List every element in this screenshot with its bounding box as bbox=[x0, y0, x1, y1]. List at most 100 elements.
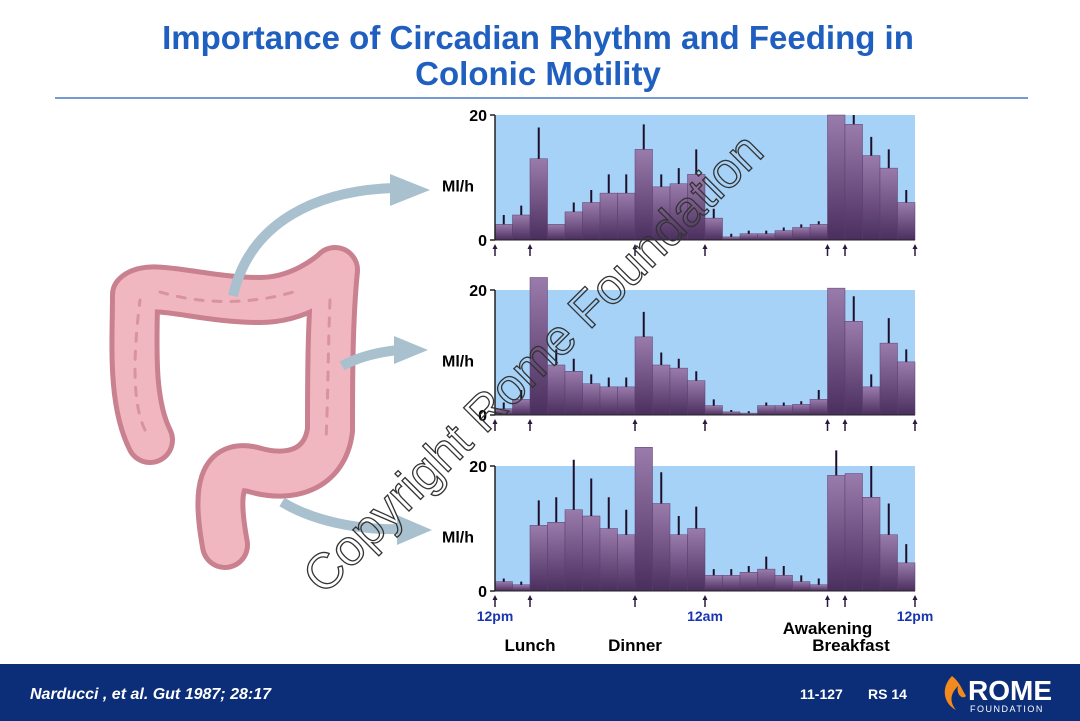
bar bbox=[704, 575, 723, 592]
bar bbox=[792, 581, 811, 592]
event-marker-head bbox=[825, 419, 830, 424]
bar bbox=[652, 503, 671, 592]
bar bbox=[757, 233, 776, 241]
slide-number: RS 14 bbox=[868, 686, 907, 702]
event-label: Awakening bbox=[783, 619, 872, 638]
bar bbox=[809, 224, 828, 241]
y-tick-label: 20 bbox=[469, 459, 487, 476]
bar bbox=[827, 475, 846, 592]
event-marker-head bbox=[527, 595, 533, 600]
bar bbox=[669, 534, 688, 592]
logo-flame bbox=[944, 676, 966, 710]
event-marker-head bbox=[825, 595, 830, 600]
y-axis-label: Ml/h bbox=[442, 530, 474, 547]
bar bbox=[547, 522, 566, 592]
bar bbox=[897, 202, 916, 241]
arrows bbox=[228, 174, 432, 545]
footer-band bbox=[0, 664, 1080, 721]
bar bbox=[722, 575, 741, 592]
slide-code: 11-127 bbox=[800, 686, 843, 702]
y-tick-label: 0 bbox=[478, 233, 487, 250]
bar bbox=[494, 581, 513, 592]
event-label: Lunch bbox=[505, 636, 556, 655]
event-marker-head bbox=[842, 419, 848, 424]
bar bbox=[599, 386, 618, 416]
event-marker-head bbox=[492, 244, 498, 249]
bar bbox=[564, 509, 583, 592]
bar bbox=[844, 321, 863, 416]
bar bbox=[687, 528, 706, 592]
event-marker-head bbox=[632, 244, 638, 249]
logo-sub: FOUNDATION bbox=[970, 704, 1044, 714]
bar bbox=[512, 584, 531, 592]
bar bbox=[809, 584, 828, 592]
bar bbox=[617, 386, 636, 416]
event-marker-head bbox=[492, 595, 498, 600]
charts: 0 20 Ml/h 0 20 Ml/h 0 20 Ml/h 12pm 12am 12pm Lunch Di… bbox=[442, 108, 933, 655]
bar bbox=[827, 287, 846, 416]
logo-name: ROME bbox=[968, 675, 1052, 706]
bar bbox=[774, 230, 793, 241]
event-marker-head bbox=[527, 419, 533, 424]
x-tick-label: 12am bbox=[687, 608, 723, 624]
bar bbox=[827, 114, 846, 241]
colon-illustration bbox=[109, 245, 360, 570]
y-tick-label: 20 bbox=[469, 283, 487, 300]
bar bbox=[599, 528, 618, 592]
y-axis-label: Ml/h bbox=[442, 179, 474, 196]
bar bbox=[529, 158, 548, 241]
bar bbox=[634, 336, 653, 416]
event-label: Breakfast bbox=[812, 636, 890, 655]
bar bbox=[617, 534, 636, 592]
y-axis-label: Ml/h bbox=[442, 354, 474, 371]
event-marker-head bbox=[912, 595, 918, 600]
bar bbox=[862, 386, 881, 416]
bar bbox=[757, 405, 776, 416]
bar bbox=[774, 405, 793, 416]
bar bbox=[582, 515, 601, 592]
event-marker-head bbox=[702, 595, 708, 600]
bar bbox=[844, 473, 863, 592]
x-tick-label: 12pm bbox=[897, 608, 934, 624]
bar bbox=[564, 371, 583, 416]
bar bbox=[564, 211, 583, 241]
event-label: Dinner bbox=[608, 636, 662, 655]
slide-title: Importance of Circadian Rhythm and Feedi… bbox=[162, 19, 914, 92]
event-marker-head bbox=[912, 244, 918, 249]
bar bbox=[879, 167, 898, 241]
bar bbox=[669, 367, 688, 416]
y-tick-label: 0 bbox=[478, 584, 487, 601]
bar bbox=[739, 572, 758, 592]
bar bbox=[494, 224, 513, 241]
event-marker-head bbox=[912, 419, 918, 424]
bar bbox=[582, 383, 601, 416]
bar bbox=[809, 399, 828, 416]
bar bbox=[897, 361, 916, 416]
event-marker-head bbox=[632, 595, 638, 600]
event-marker-head bbox=[702, 419, 708, 424]
bar bbox=[879, 534, 898, 592]
event-marker-head bbox=[825, 244, 830, 249]
bar bbox=[897, 562, 916, 592]
bar bbox=[529, 525, 548, 592]
bar bbox=[634, 447, 653, 592]
y-tick-label: 0 bbox=[478, 408, 487, 425]
event-marker-head bbox=[492, 419, 498, 424]
bar bbox=[687, 380, 706, 416]
bar bbox=[862, 497, 881, 592]
bar bbox=[862, 155, 881, 241]
event-marker-head bbox=[702, 244, 708, 249]
bar bbox=[757, 568, 776, 592]
bar bbox=[792, 404, 811, 416]
bar bbox=[512, 214, 531, 241]
bar bbox=[704, 405, 723, 416]
bar bbox=[599, 192, 618, 241]
bar bbox=[879, 342, 898, 416]
bar bbox=[774, 575, 793, 592]
bar bbox=[792, 227, 811, 241]
event-marker-head bbox=[842, 595, 848, 600]
event-marker-head bbox=[632, 419, 638, 424]
event-marker-head bbox=[527, 244, 533, 249]
x-tick-label: 12pm bbox=[477, 608, 514, 624]
